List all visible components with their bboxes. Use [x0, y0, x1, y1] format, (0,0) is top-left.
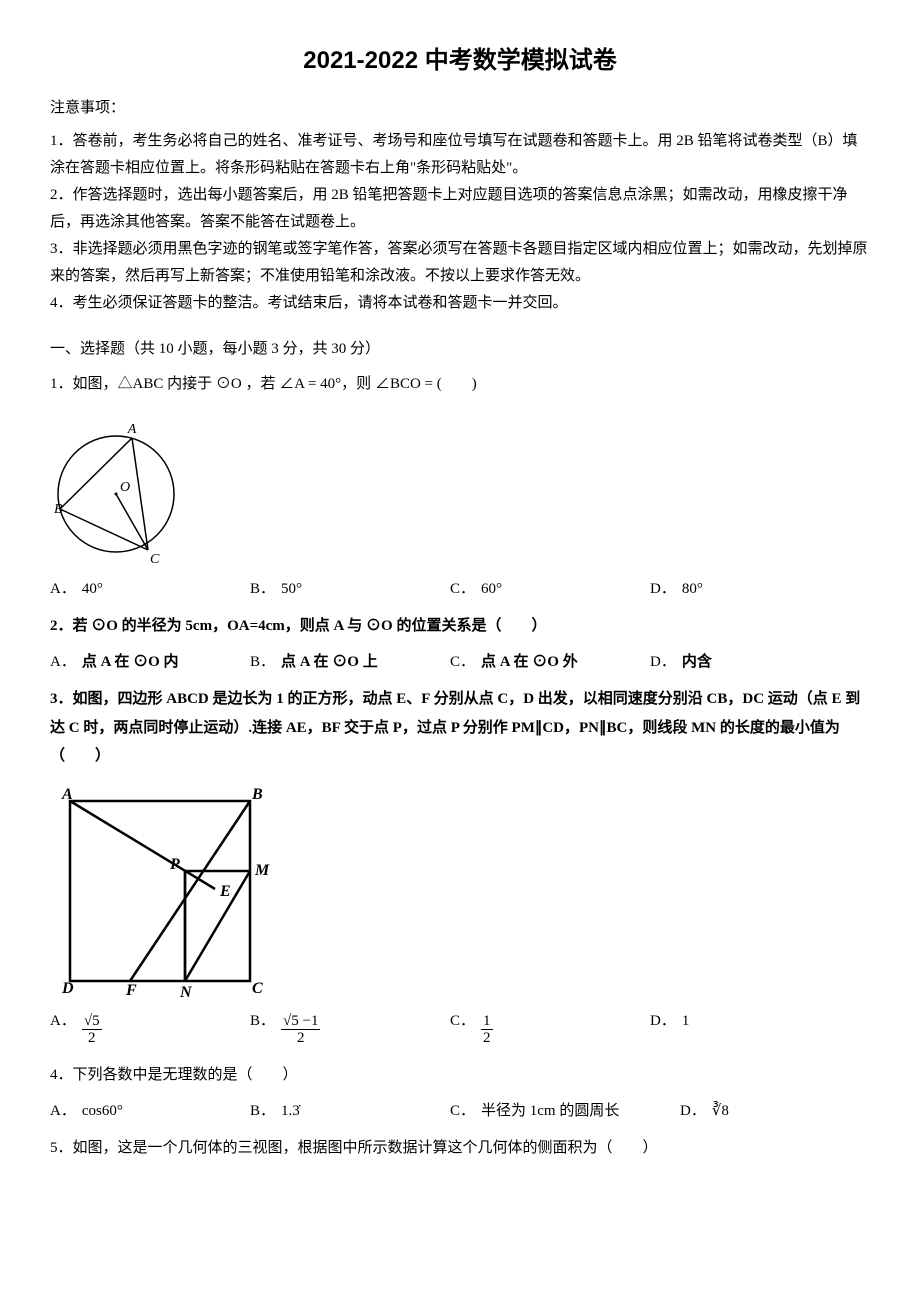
q3-opt-A: A． √5 2	[50, 1009, 250, 1047]
instructions: 1．答卷前，考生务必将自己的姓名、准考证号、考场号和座位号填写在试题卷和答题卡上…	[50, 128, 870, 317]
question-5: 5．如图，这是一个几何体的三视图，根据图中所示数据计算这个几何体的侧面积为（ ）	[50, 1134, 870, 1163]
q2-B-val: 点 A 在 ⊙O 上	[281, 650, 378, 671]
q4-options: A． cos60° B． 1.3̇ C． 半径为 1cm 的圆周长 D． ∛8	[50, 1099, 870, 1120]
letter-A: A．	[50, 1099, 76, 1120]
letter-B: B．	[250, 1009, 275, 1030]
q3-C-frac: 1 2	[481, 1013, 493, 1047]
fig1-label-B: B	[54, 502, 63, 517]
q3-C-den: 2	[481, 1030, 493, 1047]
q2-opt-A: A． 点 A 在 ⊙O 内	[50, 650, 250, 671]
exam-title: 2021-2022 中考数学模拟试卷	[50, 40, 870, 75]
letter-C: C．	[450, 1009, 475, 1030]
figure-3: A B C D M E P F N	[50, 781, 870, 1001]
letter-D: D．	[680, 1099, 706, 1120]
q3-D-val: 1	[682, 1013, 690, 1030]
fig3-F: F	[125, 982, 137, 999]
letter-A: A．	[50, 650, 76, 671]
square-svg: A B C D M E P F N	[50, 781, 270, 1001]
q4-B-val: 1.3̇	[281, 1103, 300, 1120]
fig3-C: C	[252, 980, 263, 997]
q3-opt-B: B． √5 −1 2	[250, 1009, 450, 1047]
q1-opt-D: D． 80°	[650, 577, 850, 598]
letter-A: A．	[50, 1009, 76, 1030]
instruction-2: 2．作答选择题时，选出每小题答案后，用 2B 铅笔把答题卡上对应题目选项的答案信…	[50, 182, 870, 236]
q1-text-d: ∠BCO = ( )	[375, 376, 477, 392]
q2-C-val: 点 A 在 ⊙O 外	[481, 650, 578, 671]
q3-A-num: √5	[82, 1013, 102, 1031]
q1-opt-B: B． 50°	[250, 577, 450, 598]
instruction-3: 3．非选择题必须用黑色字迹的钢笔或签字笔作答，答案必须写在答题卡各题目指定区域内…	[50, 236, 870, 290]
q2-opt-B: B． 点 A 在 ⊙O 上	[250, 650, 450, 671]
q1-C-val: 60°	[481, 581, 502, 598]
q1-D-val: 80°	[682, 581, 703, 598]
fig3-E: E	[219, 883, 231, 900]
q1-text-c: ，则	[341, 376, 375, 392]
q4-opt-C: C． 半径为 1cm 的圆周长	[450, 1099, 680, 1120]
fig3-A: A	[61, 786, 73, 803]
question-4: 4．下列各数中是无理数的是（ ）	[50, 1061, 870, 1090]
fig1-label-O: O	[120, 480, 130, 495]
q4-opt-B: B． 1.3̇	[250, 1099, 450, 1120]
fig3-M: M	[254, 862, 270, 879]
q4-A-val: cos60°	[82, 1103, 123, 1120]
q4-C-val: 半径为 1cm 的圆周长	[481, 1099, 619, 1120]
fig3-P: P	[169, 856, 180, 873]
q1-opt-A: A． 40°	[50, 577, 250, 598]
fig1-label-A: A	[127, 422, 137, 437]
letter-B: B．	[250, 650, 275, 671]
q3-opt-D: D． 1	[650, 1009, 850, 1047]
q3-B-num: √5 −1	[281, 1013, 320, 1031]
q2-opt-D: D． 内含	[650, 650, 850, 671]
fig1-label-C: C	[150, 552, 160, 567]
letter-D: D．	[650, 577, 676, 598]
circle-triangle-svg: A O B C	[50, 409, 190, 569]
q1-B-val: 50°	[281, 581, 302, 598]
letter-B: B．	[250, 577, 275, 598]
letter-B: B．	[250, 1099, 275, 1120]
q3-opt-C: C． 1 2	[450, 1009, 650, 1047]
letter-A: A．	[50, 577, 76, 598]
figure-1: A O B C	[50, 409, 870, 569]
q3-A-den: 2	[82, 1030, 102, 1047]
q1-prefix: 1．如图，	[50, 376, 118, 392]
q3-B-den: 2	[281, 1030, 320, 1047]
q2-opt-C: C． 点 A 在 ⊙O 外	[450, 650, 650, 671]
letter-C: C．	[450, 577, 475, 598]
letter-D: D．	[650, 650, 676, 671]
q1-text-a: △ABC 内接于 ⊙O ，若	[118, 376, 280, 392]
letter-C: C．	[450, 650, 475, 671]
fig3-B: B	[251, 786, 263, 803]
letter-D: D．	[650, 1009, 676, 1030]
notice-head: 注意事项：	[50, 95, 870, 122]
question-1: 1．如图，△ABC 内接于 ⊙O ，若 ∠A = 40°，则 ∠BCO = ( …	[50, 370, 870, 399]
q2-A-val: 点 A 在 ⊙O 内	[82, 650, 179, 671]
q3-C-num: 1	[481, 1013, 493, 1031]
q4-D-val: ∛8	[712, 1101, 729, 1120]
q1-options: A． 40° B． 50° C． 60° D． 80°	[50, 577, 870, 598]
q2-D-val: 内含	[682, 650, 712, 671]
instruction-1: 1．答卷前，考生务必将自己的姓名、准考证号、考场号和座位号填写在试题卷和答题卡上…	[50, 128, 870, 182]
instruction-4: 4．考生必须保证答题卡的整洁。考试结束后，请将本试卷和答题卡一并交回。	[50, 290, 870, 317]
q4-opt-D: D． ∛8	[680, 1099, 800, 1120]
q3-B-frac: √5 −1 2	[281, 1013, 320, 1047]
q1-A-val: 40°	[82, 581, 103, 598]
fig3-N: N	[179, 984, 193, 1001]
q4-opt-A: A． cos60°	[50, 1099, 250, 1120]
question-2: 2．若 ⊙O 的半径为 5cm，OA=4cm，则点 A 与 ⊙O 的位置关系是（…	[50, 612, 870, 641]
q1-opt-C: C． 60°	[450, 577, 650, 598]
letter-C: C．	[450, 1099, 475, 1120]
fig3-D: D	[61, 980, 74, 997]
q1-text-b: ∠A = 40°	[279, 376, 341, 392]
q2-options: A． 点 A 在 ⊙O 内 B． 点 A 在 ⊙O 上 C． 点 A 在 ⊙O 外 D…	[50, 650, 870, 671]
q3-options: A． √5 2 B． √5 −1 2 C． 1 2 D． 1	[50, 1009, 870, 1047]
question-3: 3．如图，四边形 ABCD 是边长为 1 的正方形，动点 E、F 分别从点 C，…	[50, 685, 870, 771]
part1-title: 一、选择题（共 10 小题，每小题 3 分，共 30 分）	[50, 337, 870, 358]
page: 2021-2022 中考数学模拟试卷 注意事项： 1．答卷前，考生务必将自己的姓…	[0, 0, 920, 1213]
q3-A-frac: √5 2	[82, 1013, 102, 1047]
